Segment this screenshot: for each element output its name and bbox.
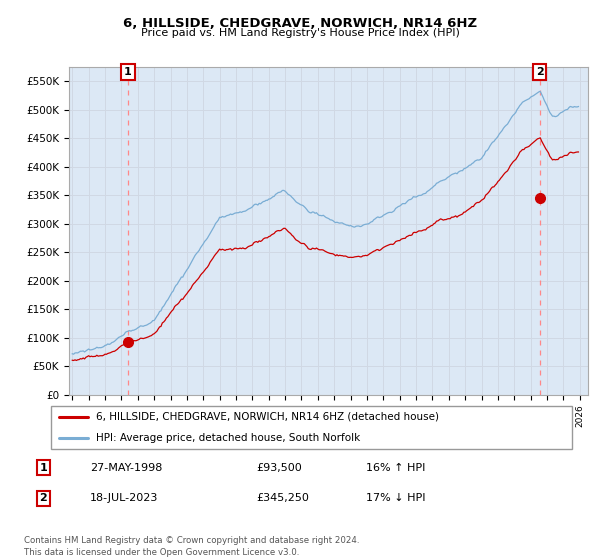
Text: 2: 2 [536,67,544,77]
Text: 6, HILLSIDE, CHEDGRAVE, NORWICH, NR14 6HZ (detached house): 6, HILLSIDE, CHEDGRAVE, NORWICH, NR14 6H… [95,412,439,422]
Text: 17% ↓ HPI: 17% ↓ HPI [366,493,426,503]
FancyBboxPatch shape [50,406,572,449]
Text: 16% ↑ HPI: 16% ↑ HPI [366,463,425,473]
Text: Contains HM Land Registry data © Crown copyright and database right 2024.
This d: Contains HM Land Registry data © Crown c… [24,536,359,557]
Text: £93,500: £93,500 [256,463,302,473]
Text: 6, HILLSIDE, CHEDGRAVE, NORWICH, NR14 6HZ: 6, HILLSIDE, CHEDGRAVE, NORWICH, NR14 6H… [123,17,477,30]
Text: Price paid vs. HM Land Registry's House Price Index (HPI): Price paid vs. HM Land Registry's House … [140,28,460,38]
Text: 18-JUL-2023: 18-JUL-2023 [90,493,158,503]
Text: 1: 1 [124,67,132,77]
Text: HPI: Average price, detached house, South Norfolk: HPI: Average price, detached house, Sout… [95,433,360,444]
Text: 1: 1 [40,463,47,473]
Text: £345,250: £345,250 [256,493,309,503]
Text: 27-MAY-1998: 27-MAY-1998 [90,463,163,473]
Text: 2: 2 [40,493,47,503]
